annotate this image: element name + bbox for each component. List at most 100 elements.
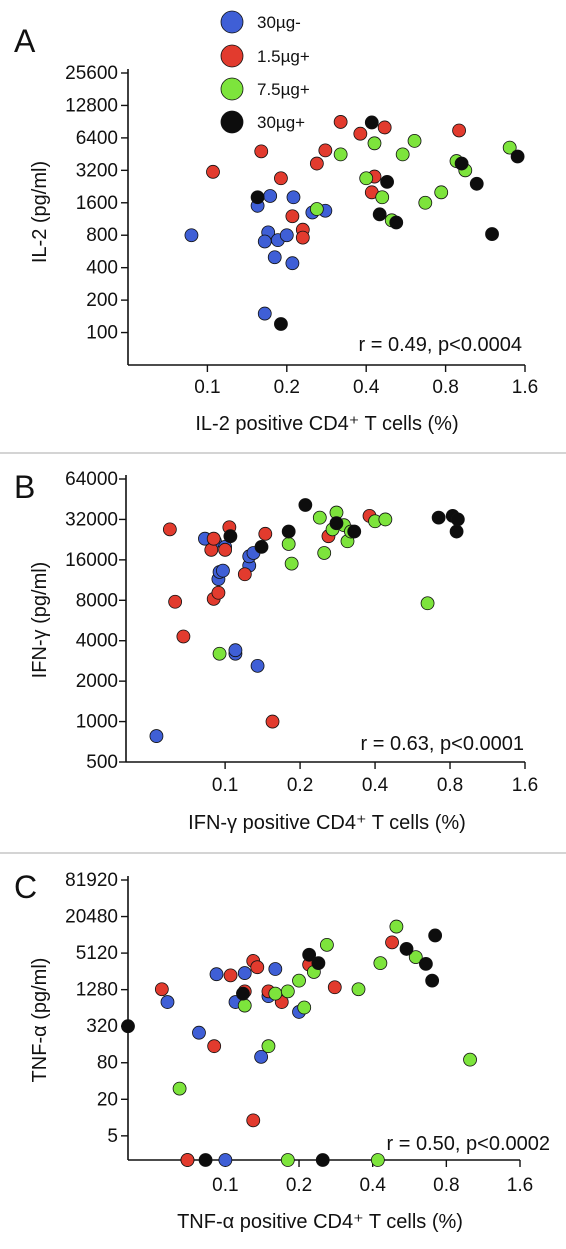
legend-swatch-1-5ug-plus xyxy=(220,44,244,68)
data-point-30ug-plus xyxy=(372,207,387,222)
data-point-30ug-minus xyxy=(268,962,283,976)
panel-b: B IFN-γ (pg/ml) IFN-γ positive CD4⁺ T ce… xyxy=(14,469,538,834)
data-point-7-5ug-plus xyxy=(280,1153,295,1167)
correlation-annotation: r = 0.49, p<0.0004 xyxy=(359,334,522,356)
data-point-30ug-minus xyxy=(286,190,301,205)
data-point-7-5ug-plus xyxy=(317,546,332,560)
x-tick-label: 0.8 xyxy=(437,775,463,796)
data-point-7-5ug-plus xyxy=(420,596,435,611)
data-point-1-5ug-plus xyxy=(385,935,399,950)
data-point-7-5ug-plus xyxy=(281,537,296,551)
data-point-1-5ug-plus xyxy=(168,594,183,609)
data-point-7-5ug-plus xyxy=(395,147,410,162)
data-point-30ug-minus xyxy=(209,967,224,982)
legend-swatch-30ug-plus xyxy=(220,110,244,134)
y-tick-label: 500 xyxy=(86,752,118,773)
data-point-1-5ug-plus xyxy=(246,1113,261,1128)
x-tick-label: 1.6 xyxy=(512,377,538,398)
panel-a: A 30µg- 1.5µg+ 7.5µg+ 30µg+ IL-2 (pg/ml)… xyxy=(14,10,538,435)
y-axis-label: IL-2 (pg/ml) xyxy=(29,161,51,263)
data-point-7-5ug-plus xyxy=(407,134,422,148)
data-point-30ug-plus xyxy=(347,524,362,539)
y-axis-label: TNF-α (pg/ml) xyxy=(29,958,51,1083)
y-tick-label: 100 xyxy=(86,323,118,344)
data-point-30ug-minus xyxy=(228,643,243,658)
data-point-1-5ug-plus xyxy=(223,968,238,983)
data-point-1-5ug-plus xyxy=(377,120,392,135)
data-point-7-5ug-plus xyxy=(297,1000,312,1015)
data-point-1-5ug-plus xyxy=(254,144,269,159)
data-point-30ug-plus xyxy=(121,1019,135,1034)
data-point-30ug-plus xyxy=(223,529,238,544)
data-point-30ug-plus xyxy=(389,215,404,230)
y-tick-label: 81920 xyxy=(65,870,118,891)
data-point-7-5ug-plus xyxy=(320,937,334,952)
x-tick-label: 0.8 xyxy=(432,377,458,398)
data-point-30ug-plus xyxy=(428,928,443,943)
x-tick-label: 0.2 xyxy=(286,1175,312,1196)
data-point-7-5ug-plus xyxy=(375,190,390,205)
y-tick-label: 3200 xyxy=(76,160,118,181)
data-point-1-5ug-plus xyxy=(162,522,177,537)
data-point-1-5ug-plus xyxy=(237,567,252,582)
y-tick-label: 2000 xyxy=(76,671,118,692)
data-point-30ug-plus xyxy=(274,317,288,331)
data-point-30ug-plus xyxy=(302,947,317,962)
data-point-30ug-minus xyxy=(279,228,294,243)
panel-letter-a: A xyxy=(14,23,36,59)
data-point-1-5ug-plus xyxy=(211,585,226,600)
data-point-30ug-plus xyxy=(250,190,265,205)
data-point-1-5ug-plus xyxy=(154,982,169,997)
x-axis-label: IFN-γ positive CD4⁺ T cells (%) xyxy=(188,812,466,834)
x-tick-label: 0.2 xyxy=(287,775,313,796)
data-point-30ug-minus xyxy=(160,995,175,1009)
x-axis-label: IL-2 positive CD4⁺ T cells (%) xyxy=(195,413,458,435)
data-point-1-5ug-plus xyxy=(180,1153,195,1167)
data-point-30ug-minus xyxy=(149,729,164,743)
data-point-30ug-plus xyxy=(510,149,525,164)
data-point-7-5ug-plus xyxy=(268,986,283,1001)
data-point-7-5ug-plus xyxy=(378,512,393,527)
y-tick-label: 400 xyxy=(86,258,118,279)
legend-label-30ug-minus: 30µg- xyxy=(257,13,301,32)
data-point-30ug-plus xyxy=(298,498,313,512)
legend-swatch-30ug-minus xyxy=(220,10,244,34)
data-point-30ug-minus xyxy=(250,658,265,673)
y-tick-label: 320 xyxy=(86,1016,118,1037)
data-point-7-5ug-plus xyxy=(333,147,348,162)
data-point-7-5ug-plus xyxy=(212,646,227,661)
x-tick-label: 1.6 xyxy=(507,1175,533,1196)
data-point-1-5ug-plus xyxy=(207,1039,222,1054)
panel-letter-c: C xyxy=(14,869,37,905)
data-point-1-5ug-plus xyxy=(452,123,466,138)
data-point-7-5ug-plus xyxy=(463,1052,477,1067)
data-point-1-5ug-plus xyxy=(258,526,273,541)
data-point-30ug-plus xyxy=(485,227,499,241)
data-point-1-5ug-plus xyxy=(295,230,310,245)
data-point-1-5ug-plus xyxy=(250,960,265,975)
data-point-30ug-plus xyxy=(315,1153,330,1167)
data-point-7-5ug-plus xyxy=(172,1081,187,1096)
data-point-7-5ug-plus xyxy=(373,956,388,971)
y-tick-label: 80 xyxy=(97,1053,118,1074)
y-axis-label: IFN-γ (pg/ml) xyxy=(29,562,51,679)
y-tick-label: 5120 xyxy=(76,943,118,964)
x-tick-label: 0.1 xyxy=(212,775,238,796)
legend-label-7-5ug-plus: 7.5µg+ xyxy=(257,80,310,99)
data-point-7-5ug-plus xyxy=(312,510,327,525)
y-tick-label: 1600 xyxy=(76,193,118,214)
panel-letter-b: B xyxy=(14,469,35,505)
y-tick-label: 25600 xyxy=(65,63,118,84)
data-point-1-5ug-plus xyxy=(204,542,219,557)
data-point-30ug-minus xyxy=(254,1049,269,1064)
data-point-30ug-plus xyxy=(454,156,469,171)
data-point-7-5ug-plus xyxy=(280,984,295,999)
data-point-30ug-minus xyxy=(192,1025,206,1040)
data-point-7-5ug-plus xyxy=(309,202,324,216)
x-tick-label: 0.2 xyxy=(274,377,300,398)
y-tick-label: 1000 xyxy=(76,712,118,733)
data-point-30ug-plus xyxy=(311,956,326,971)
data-point-30ug-minus xyxy=(218,1153,233,1167)
data-point-30ug-plus xyxy=(469,176,484,191)
